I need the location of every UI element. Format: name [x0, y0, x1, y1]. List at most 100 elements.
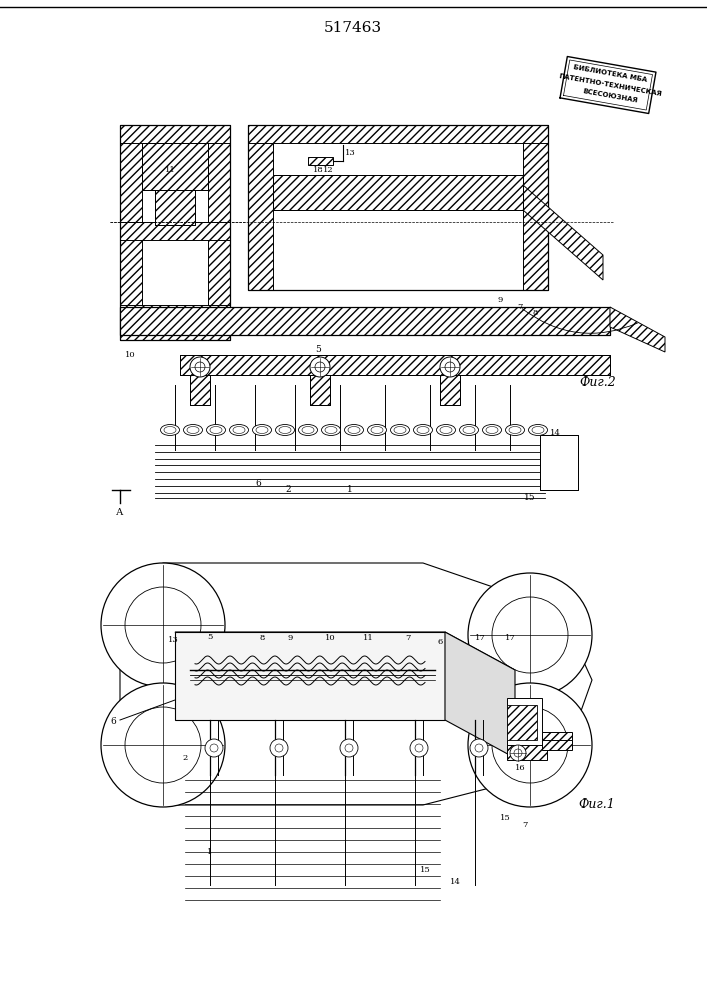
Text: 7: 7: [522, 821, 527, 829]
Text: 17: 17: [505, 634, 515, 642]
Circle shape: [468, 683, 592, 807]
Bar: [120, 222, 230, 240]
Text: 14: 14: [549, 429, 561, 437]
Text: ВСЕСОЮЗНАЯ: ВСЕСОЮЗНАЯ: [582, 88, 638, 104]
Bar: [248, 125, 273, 290]
Circle shape: [468, 573, 592, 697]
Bar: [190, 375, 210, 405]
Circle shape: [315, 362, 325, 372]
Text: 2: 2: [285, 486, 291, 494]
Circle shape: [514, 749, 522, 757]
Text: 5: 5: [207, 633, 213, 641]
Circle shape: [101, 683, 225, 807]
Circle shape: [190, 357, 210, 377]
Text: 517463: 517463: [324, 21, 382, 35]
Ellipse shape: [279, 426, 291, 434]
Ellipse shape: [506, 424, 525, 436]
Circle shape: [125, 587, 201, 663]
Bar: [310, 375, 330, 405]
Ellipse shape: [529, 424, 547, 436]
Polygon shape: [523, 185, 603, 280]
Bar: [310, 375, 330, 405]
Circle shape: [440, 357, 460, 377]
Polygon shape: [445, 632, 515, 758]
Text: 8: 8: [259, 634, 264, 642]
Bar: [120, 125, 230, 340]
Ellipse shape: [460, 424, 479, 436]
Text: 12: 12: [322, 166, 333, 174]
Ellipse shape: [276, 424, 295, 436]
Text: 1: 1: [347, 486, 353, 494]
Bar: [440, 375, 460, 405]
Bar: [248, 125, 548, 143]
Text: 6: 6: [438, 638, 443, 646]
Text: А: А: [117, 508, 124, 517]
Circle shape: [125, 707, 201, 783]
Circle shape: [270, 739, 288, 757]
Bar: [248, 125, 548, 290]
Text: 11: 11: [363, 634, 373, 642]
Ellipse shape: [394, 426, 406, 434]
Bar: [120, 125, 230, 143]
Ellipse shape: [256, 426, 268, 434]
Text: 6: 6: [110, 718, 116, 726]
Circle shape: [275, 744, 283, 752]
Polygon shape: [175, 632, 445, 720]
Ellipse shape: [160, 424, 180, 436]
Ellipse shape: [302, 426, 314, 434]
Bar: [142, 143, 208, 190]
Text: ПАТЕНТНО-ТЕХНИЧЕСКАЯ: ПАТЕНТНО-ТЕХНИЧЕСКАЯ: [558, 73, 662, 97]
Ellipse shape: [414, 424, 433, 436]
Text: 13: 13: [344, 149, 356, 157]
Ellipse shape: [233, 426, 245, 434]
Ellipse shape: [322, 424, 341, 436]
Text: 8: 8: [532, 309, 538, 317]
Text: 9: 9: [497, 296, 503, 304]
Bar: [273, 175, 523, 210]
Text: 10: 10: [325, 634, 335, 642]
Bar: [540, 435, 578, 490]
Text: 18: 18: [312, 166, 323, 174]
Bar: [507, 698, 542, 748]
Ellipse shape: [532, 426, 544, 434]
Text: Фиг.2: Фиг.2: [580, 376, 617, 389]
Text: 13: 13: [168, 636, 178, 644]
Bar: [273, 175, 523, 210]
Text: 1: 1: [207, 848, 213, 856]
Ellipse shape: [486, 426, 498, 434]
Text: 5: 5: [315, 346, 321, 355]
Ellipse shape: [344, 424, 363, 436]
Circle shape: [445, 362, 455, 372]
Polygon shape: [175, 632, 515, 670]
Ellipse shape: [325, 426, 337, 434]
Circle shape: [510, 745, 526, 761]
Bar: [542, 732, 572, 742]
Ellipse shape: [368, 424, 387, 436]
Bar: [180, 355, 610, 375]
Bar: [523, 210, 548, 290]
Bar: [190, 375, 210, 405]
Bar: [120, 307, 610, 335]
Ellipse shape: [348, 426, 360, 434]
Ellipse shape: [463, 426, 475, 434]
Circle shape: [492, 597, 568, 673]
Text: 7: 7: [405, 634, 411, 642]
Bar: [507, 745, 547, 760]
Text: 2: 2: [182, 754, 187, 762]
Bar: [155, 190, 195, 225]
Circle shape: [205, 739, 223, 757]
Ellipse shape: [482, 424, 501, 436]
Circle shape: [210, 744, 218, 752]
Ellipse shape: [210, 426, 222, 434]
Ellipse shape: [417, 426, 429, 434]
Circle shape: [470, 739, 488, 757]
Circle shape: [492, 707, 568, 783]
Circle shape: [340, 739, 358, 757]
Polygon shape: [610, 307, 665, 352]
Ellipse shape: [371, 426, 383, 434]
Text: 14: 14: [450, 878, 460, 886]
Bar: [507, 705, 537, 740]
Bar: [120, 305, 230, 340]
Bar: [523, 125, 548, 210]
Text: БИБЛИОТЕКА МБА: БИБЛИОТЕКА МБА: [573, 65, 648, 83]
